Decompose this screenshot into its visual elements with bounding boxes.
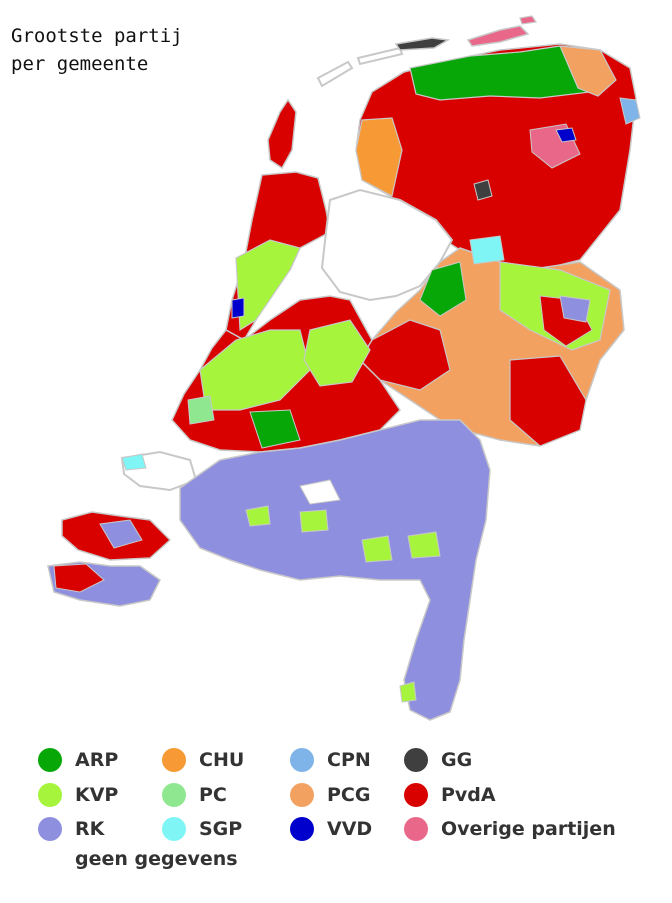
- brabant-kvp-patch-1: [245, 505, 271, 527]
- vvd-area-north: [555, 127, 577, 143]
- rk-area-east: [559, 295, 591, 323]
- gelderland-arp-area: [419, 261, 467, 317]
- ameland-island: [394, 37, 451, 51]
- friesland-chu-area: [355, 117, 403, 197]
- texel-island: [267, 98, 297, 170]
- zeeland-rk-patch: [99, 519, 143, 549]
- noord-holland-kvp-area: [235, 239, 301, 332]
- rottum-island: [519, 15, 538, 25]
- ijsselmeer-water: [320, 188, 454, 302]
- south-region: [179, 419, 491, 721]
- gelderland-red-area: [509, 355, 587, 447]
- map-title: Grootste partij per gemeente: [11, 22, 183, 78]
- terschelling-island: [356, 46, 404, 66]
- limburg-kvp-patch: [399, 681, 417, 703]
- schiermonnikoog-island: [466, 25, 530, 47]
- cpn-area: [619, 97, 641, 125]
- gg-area-north: [473, 179, 493, 201]
- sgp-area-east: [469, 235, 505, 265]
- brabant-kvp-patch-3: [361, 535, 393, 563]
- zeeland-sgp-island: [121, 453, 147, 471]
- brabant-kvp-patch-2: [299, 509, 329, 533]
- vlieland-island: [316, 60, 354, 88]
- map-title-line-1: Grootste partij: [11, 25, 183, 47]
- brabant-kvp-patch-4: [407, 531, 441, 559]
- groningen-pcg-area: [559, 45, 617, 97]
- zeeuws-vlaanderen-red: [53, 563, 105, 593]
- brabant-water-patch: [299, 479, 341, 505]
- utrecht-kvp-area: [303, 319, 371, 387]
- map-title-line-2: per gemeente: [11, 53, 149, 75]
- zuid-holland-arp-area: [249, 409, 301, 449]
- pc-area-west: [187, 395, 215, 425]
- vvd-area-west: [231, 297, 245, 319]
